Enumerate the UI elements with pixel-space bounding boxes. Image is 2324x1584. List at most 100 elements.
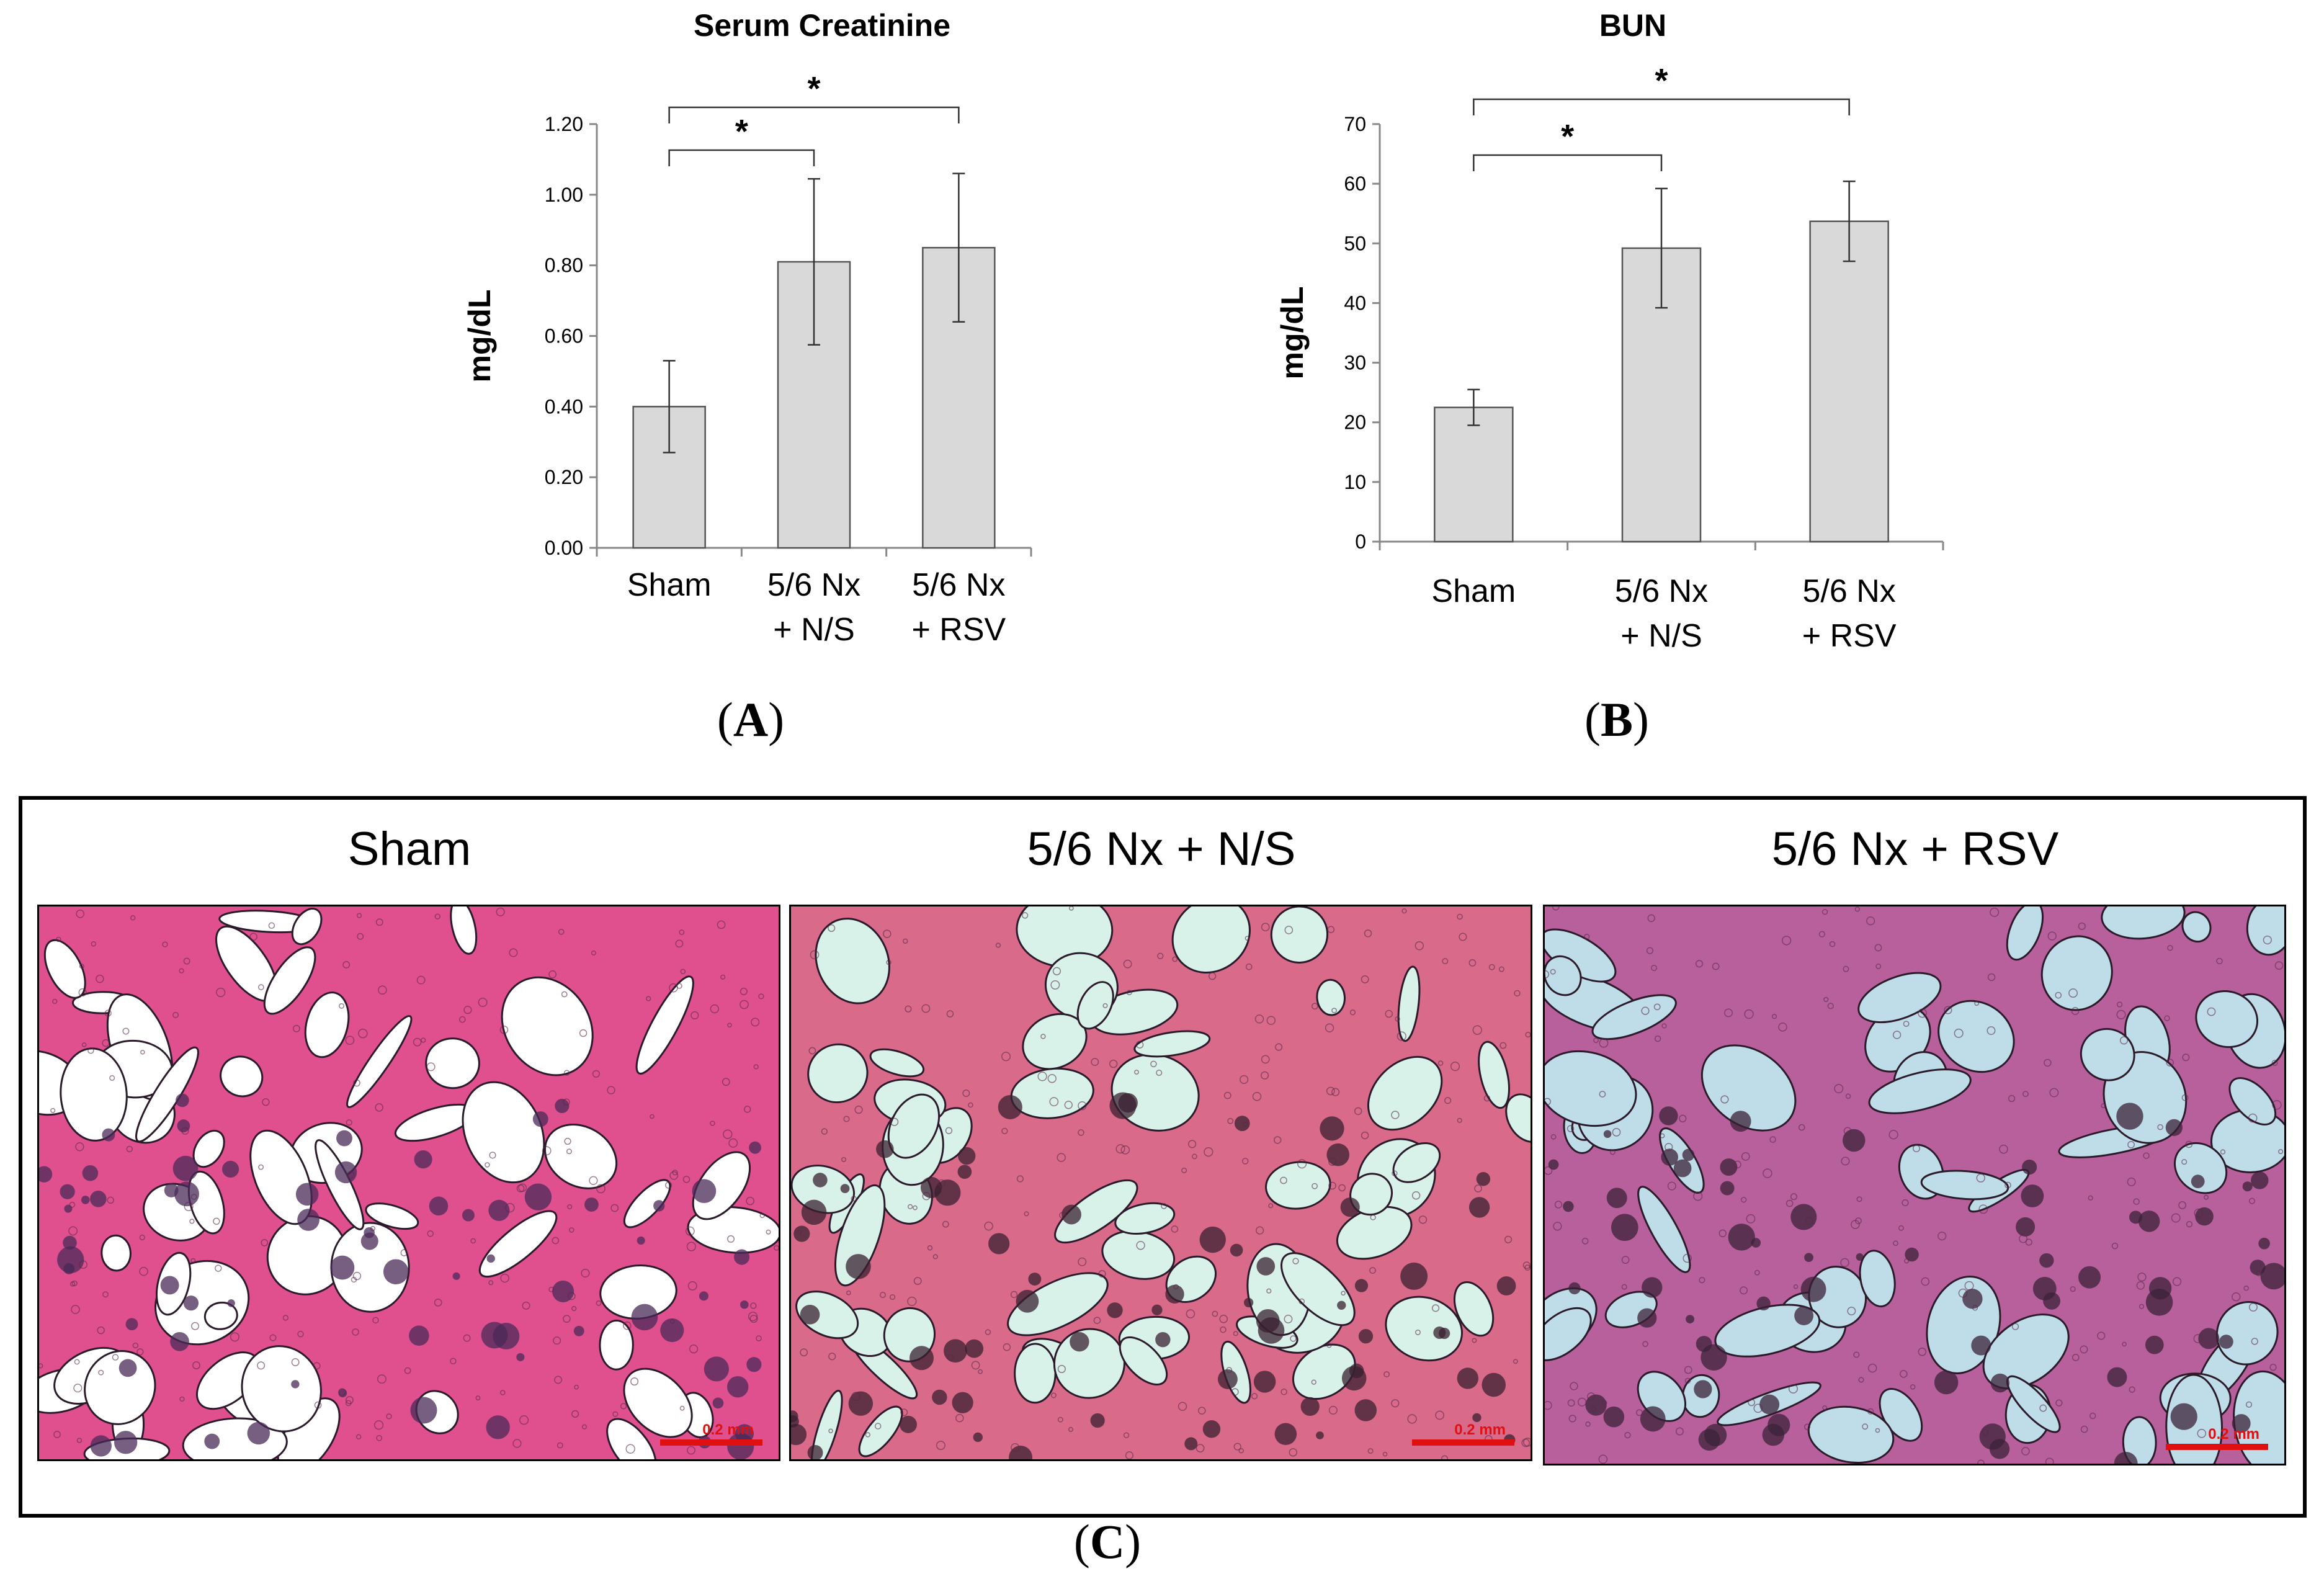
cell: [1254, 1014, 1264, 1024]
cell: [1102, 1003, 1108, 1008]
cell: [1204, 1147, 1213, 1157]
cell: [995, 942, 1001, 948]
marrow-cluster: [1756, 1296, 1771, 1311]
marrow-cluster: [1563, 1201, 1574, 1212]
cell: [1001, 1127, 1008, 1134]
marrow-cluster: [740, 1300, 749, 1309]
cell: [1867, 1363, 1877, 1373]
cell: [675, 939, 684, 948]
cell: [2071, 1007, 2080, 1015]
cell: [257, 984, 264, 990]
cell: [1280, 1176, 1287, 1184]
cell: [968, 1102, 973, 1108]
cell: [1843, 1127, 1852, 1135]
cell: [1504, 1235, 1513, 1243]
marrow-void: [2101, 906, 2186, 940]
cell: [1284, 1315, 1293, 1323]
marrow-cluster: [2195, 1207, 2214, 1226]
marrow-void: [1280, 1252, 1356, 1327]
scale-bar: [660, 1439, 762, 1446]
marrow-cluster: [1606, 1188, 1627, 1209]
marrow-cluster: [1637, 1308, 1657, 1328]
micrograph-ns: 0.2 mm: [789, 905, 1532, 1461]
cell: [2139, 1304, 2145, 1309]
marrow-cluster: [840, 1184, 850, 1194]
cell: [52, 998, 58, 1005]
cell: [172, 1011, 179, 1018]
cell: [2164, 1015, 2170, 1021]
cell: [610, 1204, 619, 1212]
cell: [1064, 1101, 1073, 1109]
marrow-cluster: [1759, 1394, 1780, 1415]
marrow-cluster: [2022, 1159, 2037, 1175]
y-tick-label: 0.00: [545, 537, 583, 559]
cell: [2248, 1113, 2258, 1123]
cell: [68, 1226, 78, 1236]
cell: [1665, 1143, 1673, 1152]
x-tick-label: 5/6 Nx: [1803, 573, 1896, 609]
cell: [2271, 1060, 2278, 1067]
cell: [426, 1062, 436, 1072]
cell: [400, 1249, 408, 1256]
cell: [370, 1225, 376, 1232]
marrow-cluster: [2198, 1328, 2220, 1349]
marrow-cluster: [900, 1415, 917, 1433]
cell: [1078, 1101, 1087, 1111]
cell: [1754, 1269, 1760, 1276]
marrow-void: [1316, 978, 1346, 1016]
marrow-cluster: [57, 1246, 84, 1274]
cell: [625, 1444, 635, 1454]
cell: [1642, 1341, 1648, 1347]
cell: [291, 1358, 300, 1366]
cell: [1136, 1241, 1145, 1250]
cell: [2055, 1399, 2063, 1407]
marrow-cluster: [1217, 1369, 1238, 1389]
cell: [1902, 1199, 1909, 1207]
cell: [568, 1292, 576, 1300]
cell: [1068, 1426, 1074, 1433]
cell: [1407, 1414, 1417, 1424]
cell: [434, 913, 440, 920]
cell: [596, 1300, 602, 1306]
cell: [2166, 1058, 2174, 1067]
cell: [2127, 1177, 2136, 1186]
cell: [728, 1138, 738, 1148]
cell: [1024, 1211, 1029, 1217]
x-tick-label: 5/6 Nx: [767, 567, 860, 603]
y-tick-label: 1.00: [545, 184, 583, 206]
marrow-cluster: [532, 1111, 548, 1127]
cell: [1591, 1406, 1596, 1412]
cell: [1921, 1277, 1930, 1286]
panel-c-frame: [19, 796, 2307, 1518]
cell: [1298, 1298, 1305, 1305]
significance-bracket: [668, 106, 960, 123]
marrow-cluster: [1340, 1197, 1360, 1217]
cell: [292, 1024, 300, 1032]
y-tick-label: 30: [1344, 352, 1366, 374]
cell: [1679, 1114, 1687, 1122]
cell: [1411, 1191, 1421, 1200]
cell: [2194, 1208, 2204, 1218]
marrow-void: [869, 1048, 925, 1078]
cell: [1240, 1075, 1249, 1085]
cell: [1311, 1003, 1318, 1010]
cell: [1918, 1008, 1927, 1018]
cell: [2136, 1281, 2145, 1290]
marrow-void: [1637, 1186, 1691, 1273]
cell: [516, 1184, 525, 1192]
marrow-cluster: [1358, 1329, 1374, 1344]
marrow-void: [1270, 906, 1329, 964]
cell: [2193, 1334, 2203, 1343]
cell: [112, 1354, 119, 1361]
cell: [1763, 1168, 1772, 1178]
marrow-void: [2006, 1375, 2061, 1433]
x-tick-label: + RSV: [911, 612, 1006, 648]
marrow-cluster: [712, 1397, 724, 1409]
cell: [2071, 1353, 2080, 1361]
cell: [2220, 1149, 2226, 1155]
cell: [1624, 1431, 1631, 1439]
marrow-void: [2173, 1142, 2228, 1194]
marrow-void: [2165, 1374, 2223, 1464]
marrow-void: [2181, 911, 2212, 943]
cell: [1415, 1329, 1421, 1335]
